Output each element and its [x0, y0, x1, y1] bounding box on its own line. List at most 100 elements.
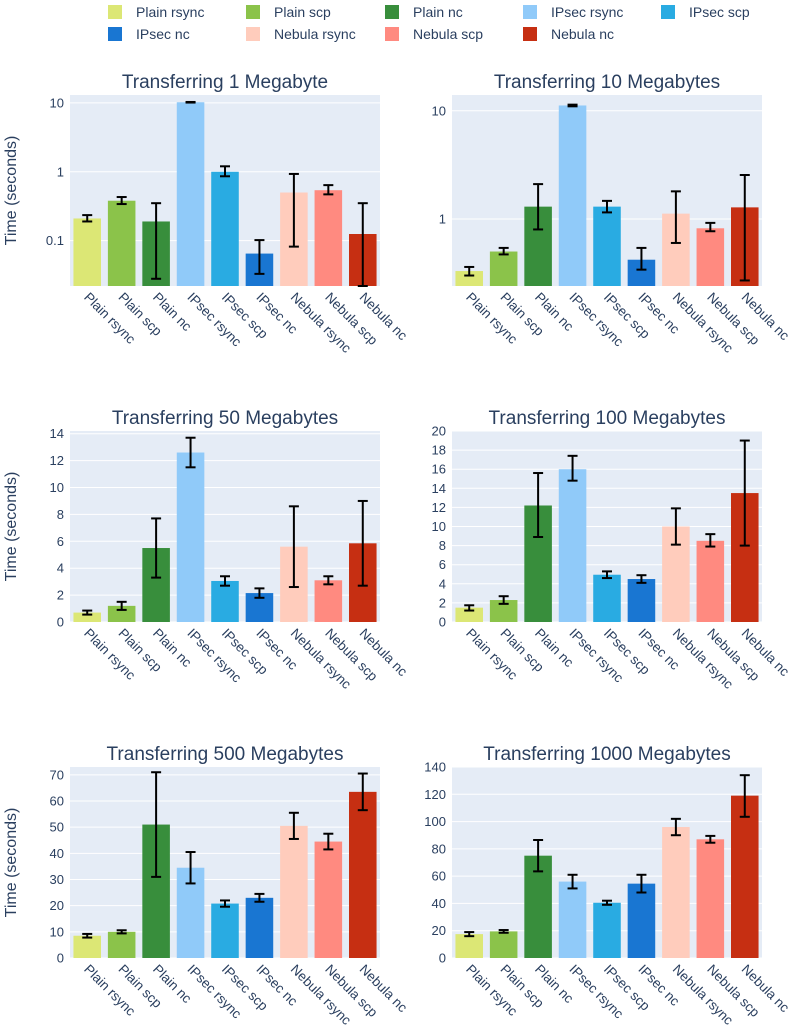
y-tick-label: 0.1 [46, 233, 64, 248]
legend-label: Nebula rsync [274, 26, 356, 42]
legend-item[interactable]: Nebula nc [523, 23, 614, 45]
y-tick-label: 140 [424, 760, 446, 775]
legend-swatch [661, 5, 675, 19]
legend-label: Plain scp [274, 4, 331, 20]
y-tick-label: 8 [439, 538, 446, 553]
legend-label: IPsec nc [136, 26, 190, 42]
bar [176, 452, 205, 622]
bar [455, 934, 483, 958]
legend-item[interactable]: IPsec rsync [523, 1, 623, 23]
bar [455, 607, 483, 622]
y-tick-label: 14 [50, 426, 64, 441]
bar [593, 574, 621, 622]
y-tick-label: 8 [57, 507, 64, 522]
bar [73, 935, 101, 958]
bar [455, 271, 483, 286]
y-tick-label: 12 [432, 500, 446, 515]
bar [280, 825, 308, 958]
bar [524, 855, 552, 958]
chart-title: Transferring 1 Megabyte [122, 72, 328, 93]
bar [593, 902, 621, 958]
bar [314, 580, 343, 622]
y-tick-label: 20 [432, 923, 446, 938]
bar [107, 605, 136, 622]
legend-swatch [246, 27, 260, 41]
y-tick-label: 0 [439, 615, 446, 630]
bar [245, 897, 274, 958]
bar [593, 206, 621, 286]
y-tick-label: 40 [50, 846, 64, 861]
legend-label: Plain rsync [136, 4, 205, 20]
legend-label: Nebula nc [551, 26, 615, 42]
chart-title: Transferring 100 Megabytes [489, 408, 726, 429]
y-tick-label: 40 [432, 896, 446, 911]
bar [73, 218, 101, 286]
bar [176, 102, 205, 286]
legend-item[interactable]: IPsec nc [108, 23, 190, 45]
bar [489, 931, 518, 958]
y-tick-label: 4 [57, 561, 64, 576]
bar [696, 540, 725, 622]
legend-swatch [108, 27, 122, 41]
y-tick-label: 20 [50, 898, 64, 913]
bar [211, 171, 239, 286]
y-tick-label: 6 [57, 534, 64, 549]
bar [696, 839, 725, 958]
legend-label: IPsec rsync [551, 4, 624, 20]
bar [558, 105, 587, 286]
bar [731, 795, 759, 958]
legend-item[interactable]: Plain scp [246, 1, 331, 23]
bar [211, 580, 239, 622]
legend-item[interactable]: Plain rsync [108, 1, 204, 23]
y-axis-label: Time (seconds) [3, 472, 20, 582]
legend-item[interactable]: Plain nc [385, 1, 463, 23]
legend-item[interactable]: IPsec scp [661, 1, 750, 23]
legend-item[interactable]: Nebula rsync [246, 23, 356, 45]
bar [489, 251, 518, 286]
y-tick-label: 12 [50, 453, 64, 468]
y-tick-label: 20 [432, 424, 446, 439]
y-axis-label: Time (seconds) [3, 136, 20, 246]
y-tick-label: 10 [50, 480, 64, 495]
y-tick-label: 100 [424, 814, 446, 829]
legend-swatch [108, 5, 122, 19]
legend-label: Nebula scp [413, 26, 484, 42]
chart-title: Transferring 500 Megabytes [107, 744, 344, 765]
legend-item[interactable]: Nebula scp [385, 23, 483, 45]
y-tick-label: 60 [50, 794, 64, 809]
bar [107, 200, 136, 286]
bar [314, 190, 343, 286]
y-tick-label: 10 [432, 519, 446, 534]
y-tick-label: 80 [432, 841, 446, 856]
y-tick-label: 6 [439, 557, 446, 572]
y-tick-label: 10 [432, 103, 446, 118]
bar [696, 228, 725, 286]
y-tick-label: 2 [57, 588, 64, 603]
y-tick-label: 1 [439, 211, 446, 226]
chart-title: Transferring 10 Megabytes [494, 72, 720, 93]
chart-legend: Plain rsync Plain scp Plain nc IPsec rsync I… [0, 0, 795, 48]
chart-title: Transferring 1000 Megabytes [483, 744, 730, 765]
y-tick-label: 10 [50, 924, 64, 939]
legend-swatch [523, 5, 537, 19]
legend-label: IPsec scp [689, 4, 750, 20]
bar [489, 600, 518, 622]
y-tick-label: 0 [57, 615, 64, 630]
bar [627, 883, 656, 958]
bar [627, 579, 656, 622]
bar [558, 469, 587, 622]
y-tick-label: 14 [432, 481, 446, 496]
legend-swatch [246, 5, 260, 19]
y-tick-label: 4 [439, 576, 446, 591]
y-axis-label: Time (seconds) [3, 808, 20, 918]
y-tick-label: 1 [57, 164, 64, 179]
y-tick-label: 50 [50, 820, 64, 835]
legend-swatch [385, 5, 399, 19]
legend-label: Plain nc [413, 4, 463, 20]
y-tick-label: 10 [50, 95, 64, 110]
y-tick-label: 16 [432, 462, 446, 477]
